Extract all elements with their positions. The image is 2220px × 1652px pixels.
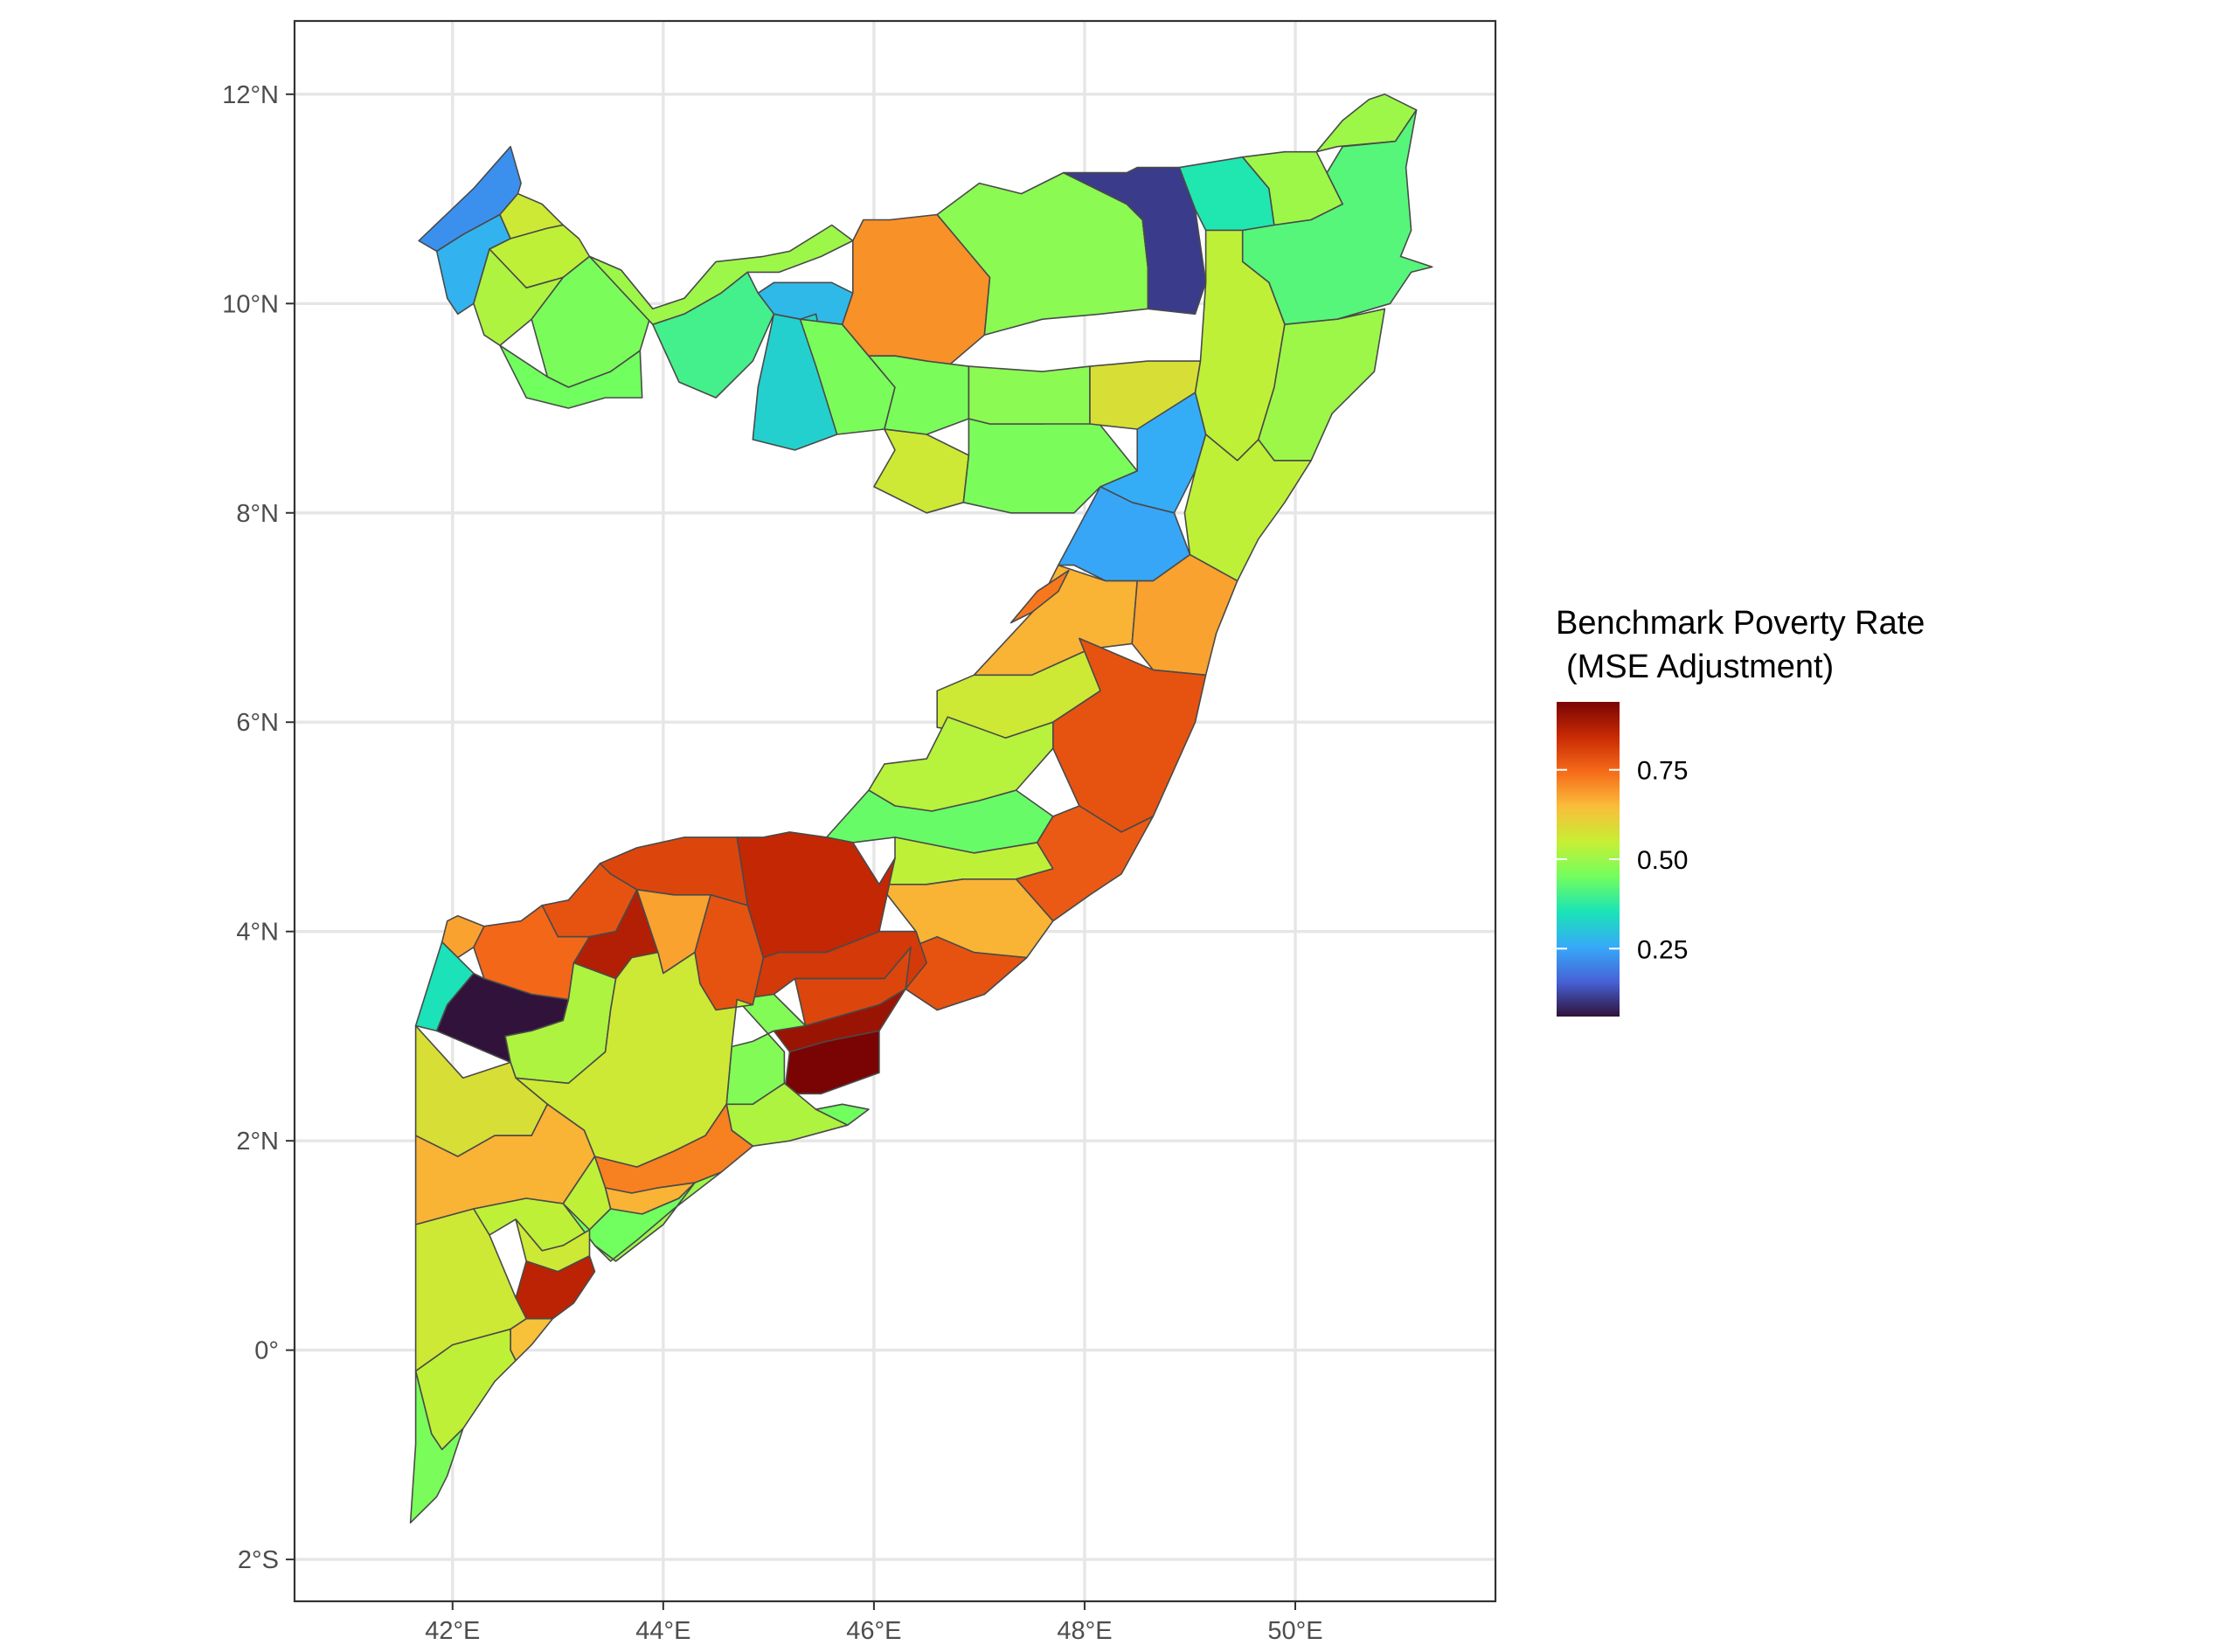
district-region <box>815 1103 870 1126</box>
district-region <box>1015 805 1155 922</box>
legend-ticks: 0.25 0.50 0.75 <box>1557 757 1688 964</box>
district-region <box>968 365 1091 425</box>
district-region <box>873 428 970 514</box>
legend-title-line2: (MSE Adjustment) <box>1566 649 1834 685</box>
district-region <box>409 1370 464 1524</box>
plot-panel <box>293 19 1497 1603</box>
legend-tick-label: 0.75 <box>1637 757 1688 786</box>
legend-tick-label: 0.50 <box>1637 846 1688 875</box>
x-axis: 42°E 44°E 46°E 48°E 50°E <box>425 1601 1323 1645</box>
x-tick-label: 48°E <box>1057 1617 1112 1645</box>
legend-tick-label: 0.25 <box>1637 935 1688 964</box>
x-tick-label: 44°E <box>635 1617 690 1645</box>
district-region <box>825 789 1054 854</box>
district-polygons <box>409 94 1433 1524</box>
district-region <box>593 1171 722 1262</box>
y-tick-label: 8°N <box>236 500 279 528</box>
district-region <box>1063 166 1207 316</box>
y-tick-label: 4°N <box>236 919 279 947</box>
y-tick-label: 2°N <box>236 1128 279 1156</box>
x-tick-label: 50°E <box>1267 1617 1322 1645</box>
y-tick-label: 6°N <box>236 709 279 737</box>
district-region <box>1183 434 1312 582</box>
x-tick-label: 42°E <box>425 1617 480 1645</box>
y-axis: 12°N 10°N 8°N 6°N 4°N 2°N 0° 2°S <box>222 81 295 1574</box>
district-region <box>1258 308 1386 462</box>
district-region <box>1009 569 1070 624</box>
y-tick-label: 2°S <box>238 1546 279 1574</box>
panel-border <box>293 19 1497 1603</box>
y-tick-label: 0° <box>254 1337 279 1365</box>
legend: Benchmark Poverty Rate (MSE Adjustment) … <box>1556 605 1925 1017</box>
y-tick-label: 12°N <box>222 81 279 109</box>
district-region <box>651 271 775 399</box>
district-region <box>499 344 643 409</box>
y-tick-label: 10°N <box>222 290 279 318</box>
x-tick-label: 46°E <box>846 1617 901 1645</box>
legend-title-line1: Benchmark Poverty Rate <box>1556 605 1925 642</box>
